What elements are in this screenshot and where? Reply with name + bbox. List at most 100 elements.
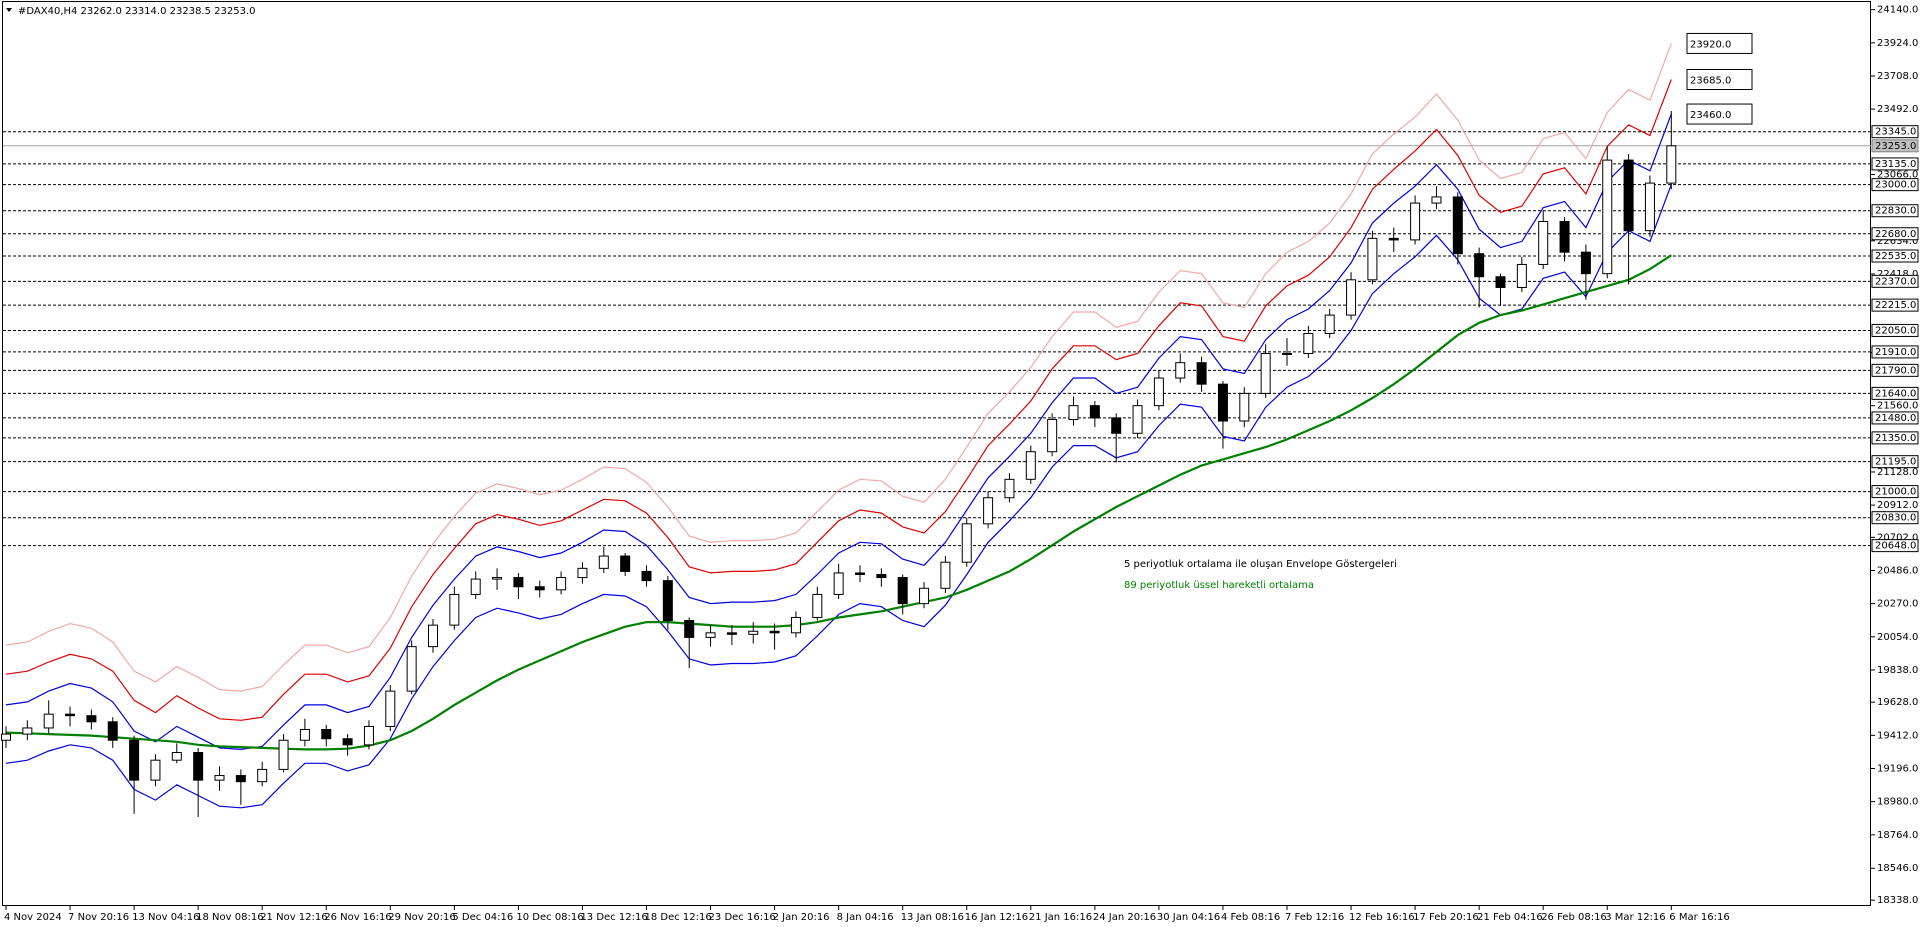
candle-body	[193, 752, 204, 781]
x-tick-label: 12 Feb 16:16	[1349, 912, 1415, 923]
x-tick-label: 21 Nov 12:16	[260, 912, 327, 923]
candle-body	[1644, 182, 1655, 232]
candle-body	[919, 587, 930, 605]
y-tick-label: 22418.0	[1877, 269, 1918, 280]
level-label-box	[1871, 411, 1919, 425]
current-price-box	[1871, 139, 1919, 153]
candle-body	[65, 713, 76, 717]
candle-body	[1282, 352, 1292, 355]
annotation-box	[1686, 103, 1753, 125]
level-label: 22535.0	[1875, 251, 1916, 262]
level-label-box	[1871, 455, 1919, 469]
x-tick-label: 18 Nov 08:16	[196, 912, 263, 923]
level-label-box	[1871, 345, 1919, 359]
x-tick-label: 13 Dec 12:16	[580, 912, 647, 923]
candle-body	[22, 727, 33, 735]
y-tick-label: 20702.0	[1877, 532, 1918, 543]
level-label: 21480.0	[1875, 413, 1916, 424]
x-tick-label: 7 Feb 12:16	[1285, 912, 1344, 923]
candle-body	[1346, 279, 1357, 316]
indicator-line	[5, 79, 1672, 721]
level-label-box	[1871, 178, 1919, 192]
x-tick-label: 4 Feb 08:16	[1221, 912, 1280, 923]
y-tick-label: 20912.0	[1877, 500, 1918, 511]
y-tick-label: 22634.0	[1877, 236, 1918, 247]
candle-body	[940, 561, 951, 589]
level-label: 20648.0	[1875, 541, 1916, 552]
candle-body	[363, 725, 374, 746]
x-tick-label: 6 Mar 16:16	[1669, 912, 1729, 923]
candle-body	[620, 555, 631, 572]
current-price-label: 23253.0	[1875, 141, 1916, 152]
candle-body	[1580, 251, 1591, 275]
candle-body	[321, 728, 332, 740]
candle-body	[299, 728, 310, 741]
candle-body	[1431, 196, 1442, 204]
level-label: 21000.0	[1875, 487, 1916, 498]
annotation-label: 23685.0	[1690, 76, 1731, 87]
level-label: 21910.0	[1875, 347, 1916, 358]
plot-frame	[2, 1, 1871, 906]
x-tick-label: 23 Dec 16:16	[709, 912, 776, 923]
y-tick-label: 23492.0	[1877, 104, 1918, 115]
menu-arrow[interactable]	[6, 8, 12, 12]
level-label-box	[1871, 323, 1919, 337]
x-tick-label: 8 Jan 04:16	[837, 912, 894, 923]
level-label-box	[1871, 298, 1919, 312]
level-label-box	[1871, 157, 1919, 171]
candle-body	[470, 578, 481, 595]
level-label-box	[1871, 539, 1919, 553]
candle-body	[769, 630, 780, 634]
x-tick-label: 29 Nov 20:16	[388, 912, 455, 923]
annotation-box	[1686, 32, 1753, 54]
x-tick-label: 13 Nov 04:16	[132, 912, 199, 923]
level-label: 20830.0	[1875, 513, 1916, 524]
candle-body	[726, 632, 737, 635]
candle-body	[1260, 352, 1271, 394]
level-label-box	[1871, 511, 1919, 525]
x-tick-label: 2 Jan 20:16	[773, 912, 830, 923]
level-label-box	[1871, 204, 1919, 218]
y-tick-label: 20270.0	[1877, 599, 1918, 610]
level-label: 22680.0	[1875, 229, 1916, 240]
y-tick-label: 19412.0	[1877, 730, 1918, 741]
candle-body	[748, 630, 759, 635]
candle-body	[150, 759, 161, 781]
candle-body	[1559, 220, 1570, 253]
candle-body	[641, 570, 652, 582]
candle-body	[406, 646, 417, 692]
candle-body	[1324, 314, 1335, 335]
candle-body	[129, 739, 140, 781]
candle-body	[171, 752, 182, 761]
candle-body	[1111, 417, 1122, 434]
candle-body	[1666, 145, 1677, 184]
candle-body	[577, 567, 588, 579]
candle-body	[983, 497, 994, 525]
candle-body	[1068, 405, 1079, 420]
x-tick-label: 7 Nov 20:16	[68, 912, 129, 923]
candle-body	[684, 620, 695, 638]
indicator-line	[5, 43, 1672, 692]
candle-body	[1367, 237, 1378, 281]
candle-body	[513, 577, 524, 588]
candle-body	[705, 632, 716, 638]
x-tick-label: 26 Nov 16:16	[324, 912, 391, 923]
candle-body	[428, 624, 438, 648]
candle-body	[1217, 383, 1228, 422]
candle-body	[897, 577, 908, 605]
candle-body	[86, 715, 97, 723]
y-tick-label: 21128.0	[1877, 467, 1918, 478]
candle-body	[1538, 220, 1549, 265]
candle-body	[876, 573, 887, 579]
level-label: 21790.0	[1875, 365, 1916, 376]
level-label: 23000.0	[1875, 180, 1916, 191]
y-tick-label: 20054.0	[1877, 632, 1918, 643]
candle-body	[1, 733, 11, 741]
candle-body	[385, 690, 396, 727]
candle-body	[449, 593, 460, 626]
x-tick-label: 21 Jan 16:16	[1029, 912, 1092, 923]
y-tick-label: 23708.0	[1877, 71, 1918, 82]
level-label: 23135.0	[1875, 159, 1916, 170]
candle-body	[833, 572, 844, 595]
